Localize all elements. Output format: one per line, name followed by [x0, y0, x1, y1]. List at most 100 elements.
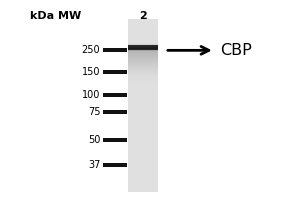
Bar — [128, 111, 158, 112]
Bar — [128, 135, 158, 136]
Bar — [128, 115, 158, 116]
Bar — [128, 183, 158, 184]
Bar — [128, 26, 158, 27]
Bar — [128, 175, 158, 176]
Bar — [128, 44, 158, 45]
Bar — [128, 137, 158, 138]
Bar — [128, 44, 158, 46]
Bar — [128, 188, 158, 190]
Bar — [128, 171, 158, 172]
Bar — [128, 182, 158, 183]
Bar — [128, 187, 158, 188]
Bar — [128, 30, 158, 31]
Bar — [128, 35, 158, 36]
Bar — [128, 160, 158, 161]
Bar — [128, 145, 158, 146]
Bar — [128, 114, 158, 115]
Bar — [128, 114, 158, 115]
Bar — [128, 122, 158, 123]
Bar — [128, 191, 158, 192]
Bar — [128, 89, 158, 90]
Bar — [128, 38, 158, 39]
Bar — [128, 102, 158, 103]
Bar — [128, 149, 158, 150]
Bar — [128, 88, 158, 89]
Bar — [128, 79, 158, 80]
Bar — [128, 104, 158, 105]
Bar — [128, 131, 158, 132]
Bar — [103, 110, 127, 114]
Bar — [128, 133, 158, 134]
Bar — [128, 93, 158, 95]
Bar — [128, 19, 158, 20]
Bar — [128, 132, 158, 133]
Bar — [128, 30, 158, 31]
Bar — [128, 129, 158, 130]
Bar — [128, 40, 158, 42]
Bar — [128, 126, 158, 127]
Bar — [128, 107, 158, 108]
Bar — [128, 22, 158, 23]
Bar — [128, 98, 158, 99]
Bar — [128, 83, 158, 84]
Bar — [128, 143, 158, 144]
Bar — [128, 152, 158, 153]
Bar — [128, 178, 158, 179]
Bar — [128, 76, 158, 77]
Bar — [128, 149, 158, 150]
Bar — [128, 150, 158, 151]
Bar — [128, 81, 158, 82]
Bar — [128, 71, 158, 72]
Text: 100: 100 — [82, 90, 100, 100]
Bar — [128, 184, 158, 186]
Bar — [128, 95, 158, 96]
Bar — [128, 162, 158, 163]
Bar — [128, 25, 158, 27]
Bar — [128, 155, 158, 156]
Bar — [128, 35, 158, 36]
Bar — [128, 123, 158, 124]
Bar — [128, 43, 158, 44]
Bar — [128, 112, 158, 114]
Bar — [128, 51, 158, 52]
Text: 50: 50 — [88, 135, 100, 145]
Bar — [128, 178, 158, 179]
Bar — [128, 97, 158, 98]
Bar — [128, 110, 158, 111]
Bar — [128, 142, 158, 143]
Bar — [128, 128, 158, 129]
Bar — [128, 182, 158, 183]
Bar — [128, 99, 158, 100]
Bar — [128, 80, 158, 81]
Bar — [128, 121, 158, 122]
Bar — [128, 131, 158, 133]
Bar — [128, 56, 158, 57]
Bar — [128, 57, 158, 58]
Bar — [128, 142, 158, 143]
Bar — [128, 50, 158, 51]
Bar — [128, 36, 158, 37]
Bar — [128, 163, 158, 164]
Bar — [128, 167, 158, 168]
Bar — [128, 77, 158, 78]
Bar — [128, 66, 158, 67]
Bar — [128, 120, 158, 121]
Bar — [128, 166, 158, 167]
Bar — [128, 21, 158, 23]
Bar — [128, 165, 158, 167]
Bar — [128, 57, 158, 58]
Bar — [128, 42, 158, 43]
Bar — [128, 170, 158, 171]
Bar — [128, 141, 158, 142]
Bar — [128, 54, 158, 55]
Bar — [128, 190, 158, 191]
Bar — [128, 188, 158, 189]
Bar — [128, 121, 158, 122]
Bar — [128, 92, 158, 93]
Bar — [128, 103, 158, 104]
Text: 250: 250 — [82, 45, 100, 55]
Bar — [128, 115, 158, 116]
Bar — [128, 119, 158, 120]
Bar — [128, 32, 158, 33]
Bar — [128, 85, 158, 86]
